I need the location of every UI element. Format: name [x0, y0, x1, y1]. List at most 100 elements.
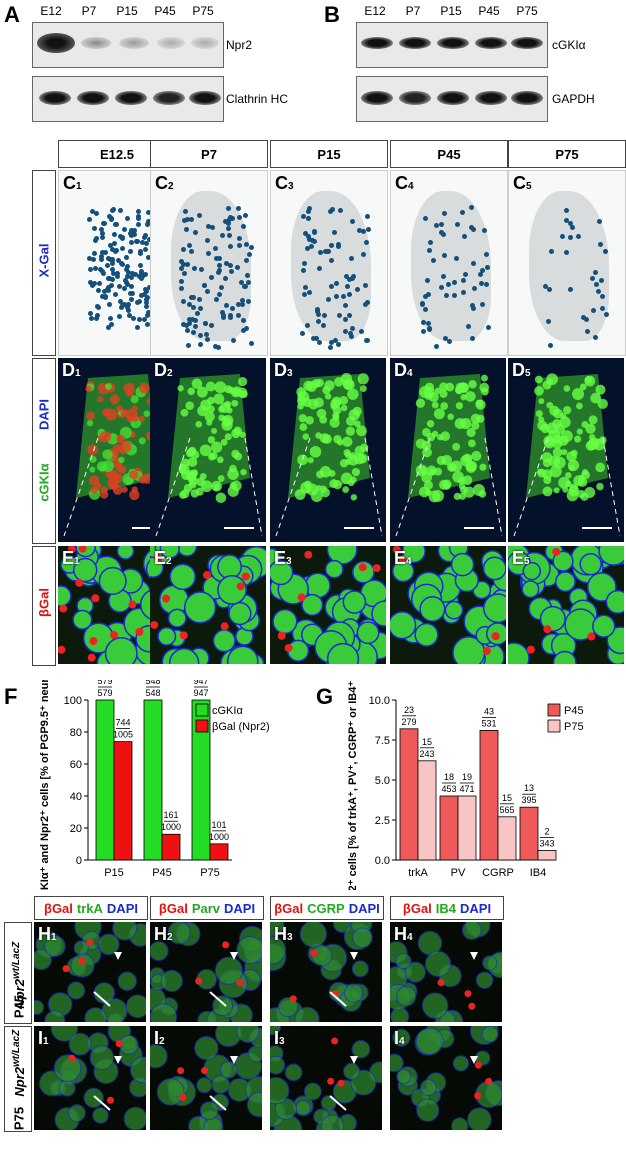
- row-header-p45: Npr2wt/LacZ P45: [4, 922, 32, 1024]
- xgal-dot: [184, 322, 190, 328]
- row-header-p75: Npr2wt/LacZ P75: [4, 1026, 32, 1132]
- xgal-dot: [214, 256, 220, 262]
- bar: [497, 816, 517, 861]
- x-tick-label: P15: [104, 867, 124, 879]
- x-tick-label: P45: [152, 867, 172, 879]
- bar-count-numerator: 18: [444, 772, 454, 782]
- xgal-dot: [203, 332, 209, 338]
- image-cell-c4: C4: [390, 170, 508, 356]
- bar: [191, 699, 211, 861]
- xgal-dot: [205, 251, 211, 257]
- xgal-dot: [109, 266, 115, 272]
- y-tick-label: 2.5: [375, 815, 390, 827]
- xgal-dot: [94, 235, 100, 241]
- xgal-dot: [126, 307, 132, 313]
- y-tick-label: 0.0: [375, 855, 390, 867]
- xgal-dot: [308, 244, 314, 249]
- xgal-dot: [306, 234, 312, 240]
- xgal-dot: [350, 325, 356, 331]
- stain-dapi: DAPI: [106, 900, 138, 916]
- xgal-dot: [182, 218, 188, 224]
- xgal-dot: [89, 316, 95, 322]
- xgal-dot: [471, 285, 477, 291]
- xgal-dot: [181, 270, 187, 276]
- xgal-dot: [129, 275, 135, 281]
- stained-cells: [150, 922, 262, 1022]
- xgal-dot: [227, 243, 233, 249]
- bar: [457, 795, 477, 861]
- xgal-dot: [118, 298, 124, 304]
- xgal-dot: [192, 265, 198, 271]
- xgal-dot: [466, 324, 471, 330]
- arrow-icon: [209, 991, 227, 1007]
- xgal-dot: [343, 273, 349, 279]
- xgal-dot: [230, 306, 236, 312]
- bar-count-denominator: 453: [441, 784, 456, 794]
- xgal-dot: [119, 261, 125, 267]
- xgal-dot: [460, 277, 466, 283]
- xgal-dot: [484, 251, 490, 257]
- xgal-dot: [469, 302, 475, 308]
- xgal-dot: [244, 326, 250, 332]
- xgal-dot: [421, 319, 427, 325]
- xgal-dot: [101, 289, 107, 295]
- xgal-dot: [438, 284, 444, 290]
- xgal-dot: [568, 234, 574, 240]
- y-tick-label: 20: [70, 823, 82, 835]
- bar-count-numerator: 947: [193, 680, 208, 686]
- bar-count-numerator: 744: [115, 718, 130, 728]
- bar: [399, 728, 419, 861]
- arrowhead-icon: [350, 952, 358, 960]
- xgal-dot: [108, 256, 114, 262]
- xgal-dot: [428, 239, 434, 245]
- xgal-dot: [348, 331, 354, 337]
- xgal-dot: [248, 244, 254, 250]
- xgal-dot: [427, 248, 433, 254]
- xgal-dot: [240, 318, 246, 324]
- lane-label: P45: [478, 4, 500, 18]
- xgal-dot: [430, 258, 436, 264]
- xgal-dot: [228, 263, 234, 269]
- bar-count-numerator: 101: [211, 820, 226, 830]
- xgal-dot: [468, 225, 474, 231]
- xgal-dot: [314, 335, 320, 341]
- xgal-dot: [141, 292, 147, 298]
- xgal-dot: [195, 310, 201, 316]
- xgal-dot: [184, 216, 190, 222]
- xgal-dot: [108, 242, 114, 248]
- bar: [417, 760, 437, 861]
- xgal-dot: [132, 231, 138, 237]
- xgal-dot: [460, 210, 466, 216]
- image-cell-h2: H2: [150, 922, 262, 1022]
- lane-label: E12: [364, 4, 386, 18]
- xgal-dot: [197, 297, 203, 303]
- image-cell-i2: I2: [150, 1026, 262, 1130]
- xgal-dot: [144, 312, 150, 318]
- lane-label: P75: [516, 4, 538, 18]
- xgal-dot: [107, 316, 113, 322]
- bar-count-denominator: 1005: [113, 730, 133, 740]
- xgal-dot: [186, 301, 192, 307]
- xgal-dot: [246, 298, 252, 304]
- stain-header: βGal trkA DAPI: [34, 896, 148, 920]
- cell-label: D4: [394, 360, 413, 380]
- xgal-dot: [93, 315, 99, 321]
- arrow-icon: [329, 991, 347, 1007]
- xgal-dot: [446, 338, 452, 344]
- xgal-dot: [141, 235, 147, 241]
- xgal-dot: [328, 243, 334, 249]
- western-b-label-cgki: cGKIα: [552, 38, 586, 52]
- xgal-dot: [460, 289, 466, 295]
- xgal-dot: [244, 241, 250, 247]
- xgal-dot: [240, 223, 246, 229]
- xgal-dot: [363, 302, 369, 308]
- bar: [479, 730, 499, 861]
- lane-label: P15: [440, 4, 462, 18]
- xgal-dot: [454, 255, 460, 261]
- xgal-dot: [199, 266, 205, 272]
- xgal-dot: [593, 335, 599, 341]
- xgal-dot: [224, 302, 230, 308]
- xgal-dot: [300, 214, 306, 220]
- xgal-dot: [146, 285, 152, 291]
- western-b-cgki-blot: [356, 22, 548, 68]
